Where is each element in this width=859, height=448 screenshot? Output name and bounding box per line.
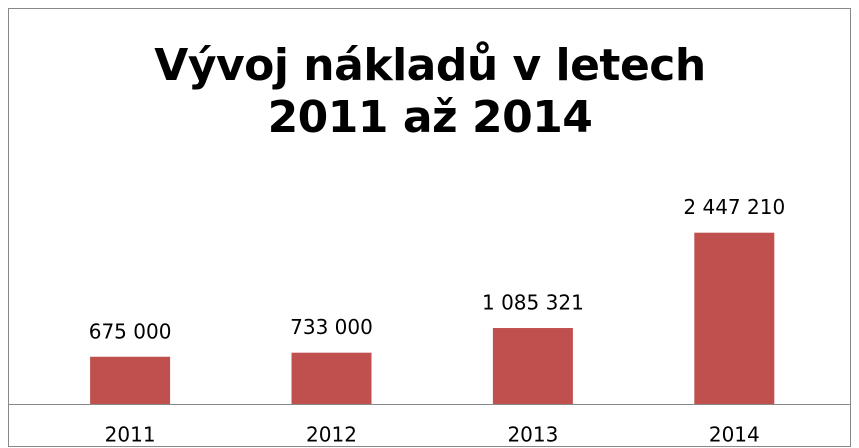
x-tick-label: 2013 [507, 423, 558, 447]
chart-border [8, 8, 851, 447]
bar [694, 232, 775, 404]
data-label: 1 085 321 [482, 291, 584, 315]
data-label: 2 447 210 [683, 195, 785, 219]
chart-title: Vývoj nákladů v letech 2011 až 2014 [154, 40, 706, 143]
x-tick-label: 2012 [306, 423, 357, 447]
bar [90, 356, 171, 404]
bar [291, 352, 372, 404]
x-tick-label: 2011 [105, 423, 156, 447]
data-label: 733 000 [290, 315, 373, 339]
bar [492, 328, 573, 404]
data-label: 675 000 [89, 319, 172, 343]
x-tick-label: 2014 [709, 423, 760, 447]
